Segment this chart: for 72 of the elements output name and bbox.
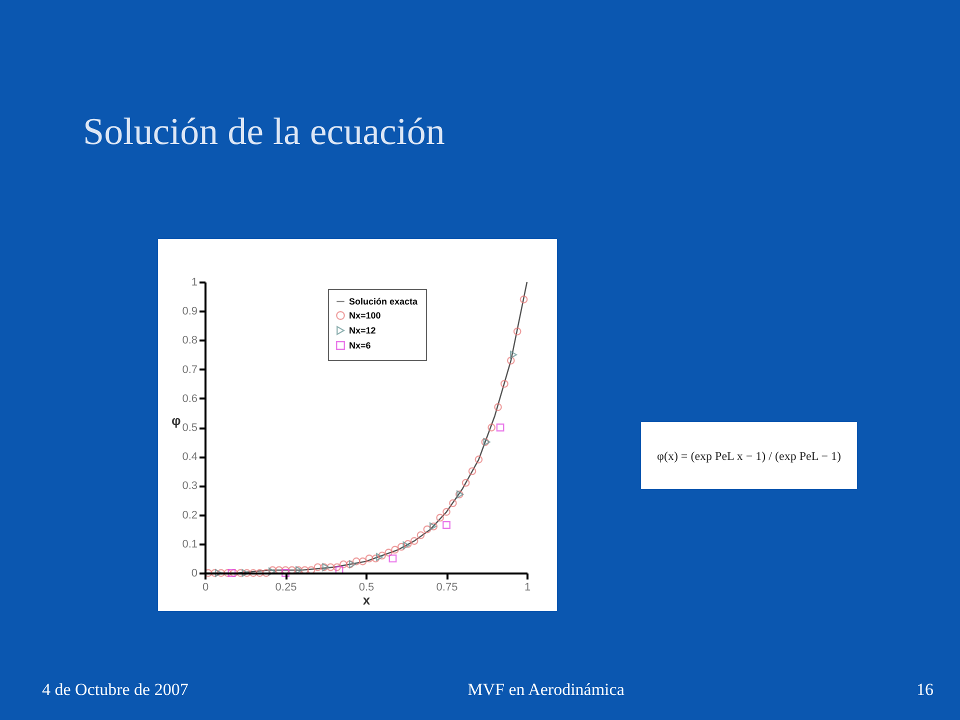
- legend-label: Nx=6: [349, 340, 371, 350]
- point: [314, 563, 322, 572]
- y-tick-label: 0.7: [182, 364, 198, 376]
- text: 4 de Octubre de 2007: [42, 680, 189, 699]
- point: [494, 403, 502, 412]
- point: [448, 499, 457, 508]
- point: [506, 356, 515, 365]
- y-tick-label: 0.9: [182, 306, 198, 318]
- legend-label: Nx=100: [349, 310, 381, 320]
- y-tick-label: 0.4: [182, 451, 198, 464]
- point: [365, 554, 374, 562]
- point: [397, 542, 406, 551]
- point: [236, 569, 244, 577]
- y-tick-label: 0.8: [182, 334, 198, 347]
- point: [391, 546, 399, 554]
- y-tick-label: 0.6: [182, 392, 198, 405]
- point: [215, 569, 222, 577]
- point: [358, 557, 367, 566]
- point: [442, 521, 450, 529]
- point: [262, 569, 270, 577]
- point: [462, 478, 470, 487]
- point: [496, 424, 504, 432]
- x-tick-label: 0.25: [275, 582, 297, 594]
- point: [468, 467, 476, 476]
- x-axis-title: x: [362, 592, 371, 608]
- point: [326, 563, 335, 572]
- point: [256, 569, 264, 577]
- y-tick-label: 0.3: [182, 480, 198, 492]
- point: [416, 531, 425, 540]
- point: [217, 569, 226, 577]
- chart-title: Solución de la ecuación: [83, 111, 445, 153]
- y-tick-label: 0: [191, 568, 198, 580]
- point: [513, 328, 522, 336]
- legend-label: Nx=12: [349, 326, 376, 336]
- x-tick-label: 0: [202, 582, 209, 594]
- point: [282, 569, 290, 577]
- point: [372, 554, 380, 562]
- point: [249, 569, 258, 577]
- y-tick-label: 0.5: [182, 422, 198, 434]
- legend-label: Solución exacta: [349, 296, 419, 306]
- point: [474, 456, 483, 464]
- point: [224, 569, 232, 577]
- text: MVF en Aerodinámica: [468, 680, 625, 699]
- point: [228, 569, 236, 577]
- y-axis-title: φ: [172, 413, 181, 428]
- point: [488, 424, 496, 432]
- point: [333, 563, 341, 572]
- point: [510, 350, 517, 359]
- point: [378, 552, 386, 560]
- point: [346, 560, 354, 568]
- point: [348, 560, 356, 568]
- point: [423, 525, 432, 534]
- point: [352, 557, 360, 566]
- y-tick-label: 0.2: [182, 509, 198, 522]
- point: [384, 548, 392, 557]
- y-tick-label: 0.1: [182, 538, 198, 550]
- point: [210, 569, 219, 577]
- point: [442, 508, 450, 516]
- point: [520, 296, 528, 304]
- point: [376, 553, 384, 561]
- x-tick-label: 0.75: [436, 582, 458, 594]
- point: [388, 554, 397, 562]
- x-tick-label: 0.5: [358, 582, 374, 594]
- point: [410, 537, 418, 545]
- text: 16: [916, 680, 934, 699]
- text: φ(x) = (exp PeL x − 1) / (exp PeL − 1): [657, 449, 841, 463]
- point: [500, 380, 508, 388]
- point: [436, 514, 444, 522]
- point: [230, 569, 238, 577]
- point: [340, 560, 348, 568]
- x-tick-label: 1: [524, 582, 531, 594]
- y-tick-label: 1: [191, 276, 198, 288]
